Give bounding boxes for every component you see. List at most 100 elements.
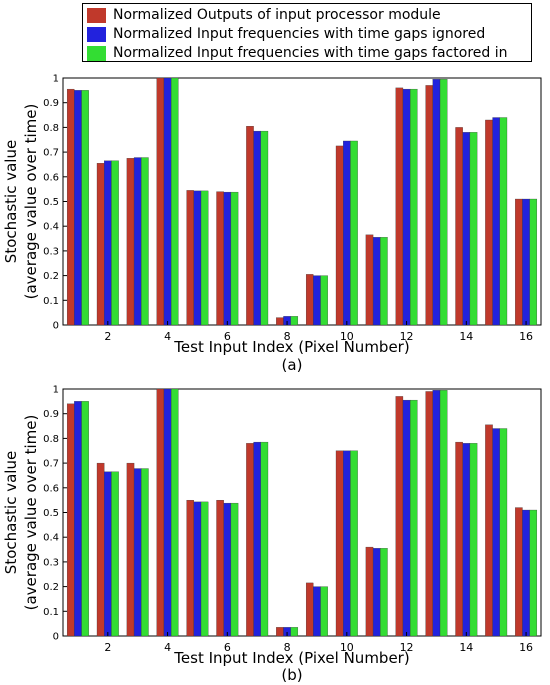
y-tick-label: 0.2	[43, 582, 59, 593]
bar	[335, 145, 344, 326]
bar	[193, 501, 202, 637]
bar	[126, 158, 135, 326]
bar	[171, 388, 179, 637]
bar	[335, 450, 344, 637]
bar	[515, 198, 523, 326]
bar	[499, 117, 508, 326]
x-tick-label: 8	[284, 641, 291, 654]
bar	[193, 190, 202, 326]
bar	[305, 274, 314, 326]
bar	[163, 388, 172, 637]
bar	[260, 130, 269, 326]
bar	[402, 399, 411, 637]
bar	[74, 90, 82, 326]
bar	[276, 627, 284, 637]
bar	[372, 548, 381, 637]
bar	[320, 586, 328, 637]
x-axis-label: Test Input Index (Pixel Number)	[173, 649, 409, 667]
x-tick-label: 8	[284, 330, 291, 343]
bar	[141, 468, 149, 637]
y-tick-label: 0.6	[43, 483, 59, 494]
bar	[246, 126, 254, 326]
bar	[171, 77, 179, 326]
bar	[104, 471, 112, 637]
bar	[485, 119, 493, 326]
bar	[260, 441, 269, 637]
bar	[395, 87, 404, 326]
legend-swatch	[87, 7, 106, 23]
legend-swatch	[87, 26, 106, 42]
bar	[253, 441, 261, 637]
x-axis-label: Test Input Index (Pixel Number)	[173, 338, 409, 356]
bar	[200, 501, 209, 637]
y-tick-label: 0.4	[43, 533, 59, 544]
y-tick-label: 0.1	[43, 607, 59, 618]
bar	[74, 401, 82, 637]
legend-label: Normalized Input frequencies with time g…	[113, 26, 486, 42]
bar	[223, 191, 232, 326]
bar	[380, 548, 388, 637]
bar	[365, 234, 374, 326]
y-axis-label: (average value over time)	[22, 104, 40, 300]
x-tick-label: 14	[459, 641, 473, 654]
y-tick-label: 0.8	[43, 434, 59, 445]
bar	[410, 88, 418, 326]
bar	[290, 627, 299, 637]
bar	[216, 191, 224, 326]
y-tick-label: 0.4	[43, 222, 59, 233]
x-tick-label: 14	[459, 330, 473, 343]
bar	[111, 471, 119, 637]
legend-item: Normalized Input frequencies with time g…	[87, 25, 485, 43]
chart-panel: 00.10.20.30.40.50.60.70.80.912 4 6 8 10 12 14 1…	[2, 74, 542, 374]
y-tick-label: 0.7	[43, 459, 59, 470]
bar	[343, 450, 351, 637]
y-tick-label: 0.3	[43, 557, 59, 568]
bar	[163, 77, 172, 326]
x-tick-label: 12	[400, 330, 414, 343]
bar	[515, 507, 523, 637]
x-tick-label: 16	[519, 641, 533, 654]
panel-label: (a)	[282, 356, 303, 374]
y-tick-label: 0.1	[43, 296, 59, 307]
x-tick-label: 10	[340, 330, 354, 343]
bar	[432, 390, 441, 637]
x-tick-label: 12	[400, 641, 414, 654]
legend-label: Normalized Outputs of input processor mo…	[113, 7, 441, 23]
bar	[485, 424, 493, 637]
bar	[350, 450, 358, 637]
bar	[126, 462, 135, 637]
bar	[372, 237, 381, 326]
y-tick-label: 0.8	[43, 123, 59, 134]
y-tick-label: 0.7	[43, 148, 59, 159]
bar	[492, 428, 500, 637]
x-tick-label: 16	[519, 330, 533, 343]
bar	[111, 160, 119, 326]
bar	[432, 79, 441, 326]
bar	[81, 401, 89, 637]
bar	[305, 582, 314, 637]
bar	[529, 198, 538, 326]
bar	[186, 190, 194, 326]
bar	[365, 546, 374, 637]
legend: Normalized Outputs of input processor mo…	[82, 3, 532, 62]
legend-item: Normalized Input frequencies with time g…	[87, 44, 507, 62]
bar	[156, 77, 165, 326]
bar	[425, 391, 433, 637]
y-tick-label: 0.2	[43, 271, 59, 282]
bar	[455, 127, 463, 326]
bar	[522, 198, 530, 326]
legend-item: Normalized Outputs of input processor mo…	[87, 6, 441, 24]
panel-label: (b)	[281, 666, 302, 684]
bar	[469, 443, 478, 637]
y-tick-label: 0.3	[43, 246, 59, 257]
y-tick-label: 0.5	[43, 197, 59, 208]
bar	[425, 85, 433, 326]
bar	[462, 132, 471, 326]
bar	[290, 316, 299, 326]
bar	[395, 396, 404, 637]
bar	[402, 88, 411, 326]
bar	[223, 502, 232, 637]
x-tick-label: 10	[340, 641, 354, 654]
